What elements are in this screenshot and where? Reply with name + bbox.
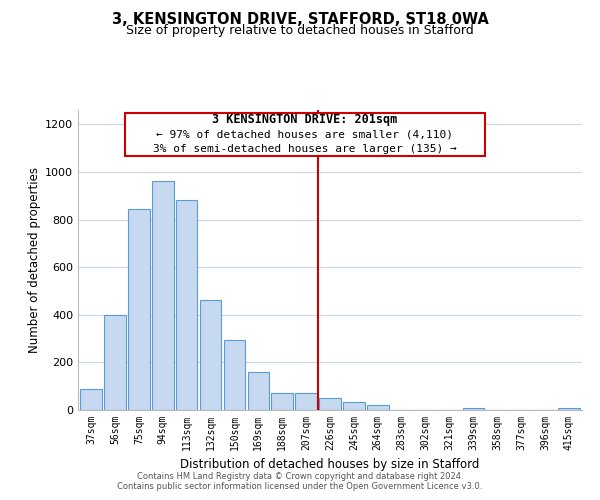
Bar xyxy=(295,394,317,410)
X-axis label: Distribution of detached houses by size in Stafford: Distribution of detached houses by size … xyxy=(181,458,479,471)
Bar xyxy=(224,340,245,410)
Text: 3 KENSINGTON DRIVE: 201sqm: 3 KENSINGTON DRIVE: 201sqm xyxy=(212,114,398,126)
Bar xyxy=(271,394,293,410)
Bar xyxy=(80,388,102,410)
Bar xyxy=(319,398,341,410)
Y-axis label: Number of detached properties: Number of detached properties xyxy=(28,167,41,353)
Bar xyxy=(152,182,173,410)
Text: 3, KENSINGTON DRIVE, STAFFORD, ST18 0WA: 3, KENSINGTON DRIVE, STAFFORD, ST18 0WA xyxy=(112,12,488,28)
Text: ← 97% of detached houses are smaller (4,110): ← 97% of detached houses are smaller (4,… xyxy=(157,130,454,140)
Bar xyxy=(200,300,221,410)
Bar xyxy=(463,408,484,410)
Bar xyxy=(176,200,197,410)
Text: 3% of semi-detached houses are larger (135) →: 3% of semi-detached houses are larger (1… xyxy=(153,144,457,154)
Bar xyxy=(248,372,269,410)
Bar xyxy=(104,315,126,410)
Bar xyxy=(343,402,365,410)
Bar xyxy=(558,408,580,410)
Bar xyxy=(367,405,389,410)
Text: Size of property relative to detached houses in Stafford: Size of property relative to detached ho… xyxy=(126,24,474,37)
Bar xyxy=(128,209,149,410)
FancyBboxPatch shape xyxy=(125,113,485,156)
Text: Contains HM Land Registry data © Crown copyright and database right 2024.: Contains HM Land Registry data © Crown c… xyxy=(137,472,463,481)
Text: Contains public sector information licensed under the Open Government Licence v3: Contains public sector information licen… xyxy=(118,482,482,491)
